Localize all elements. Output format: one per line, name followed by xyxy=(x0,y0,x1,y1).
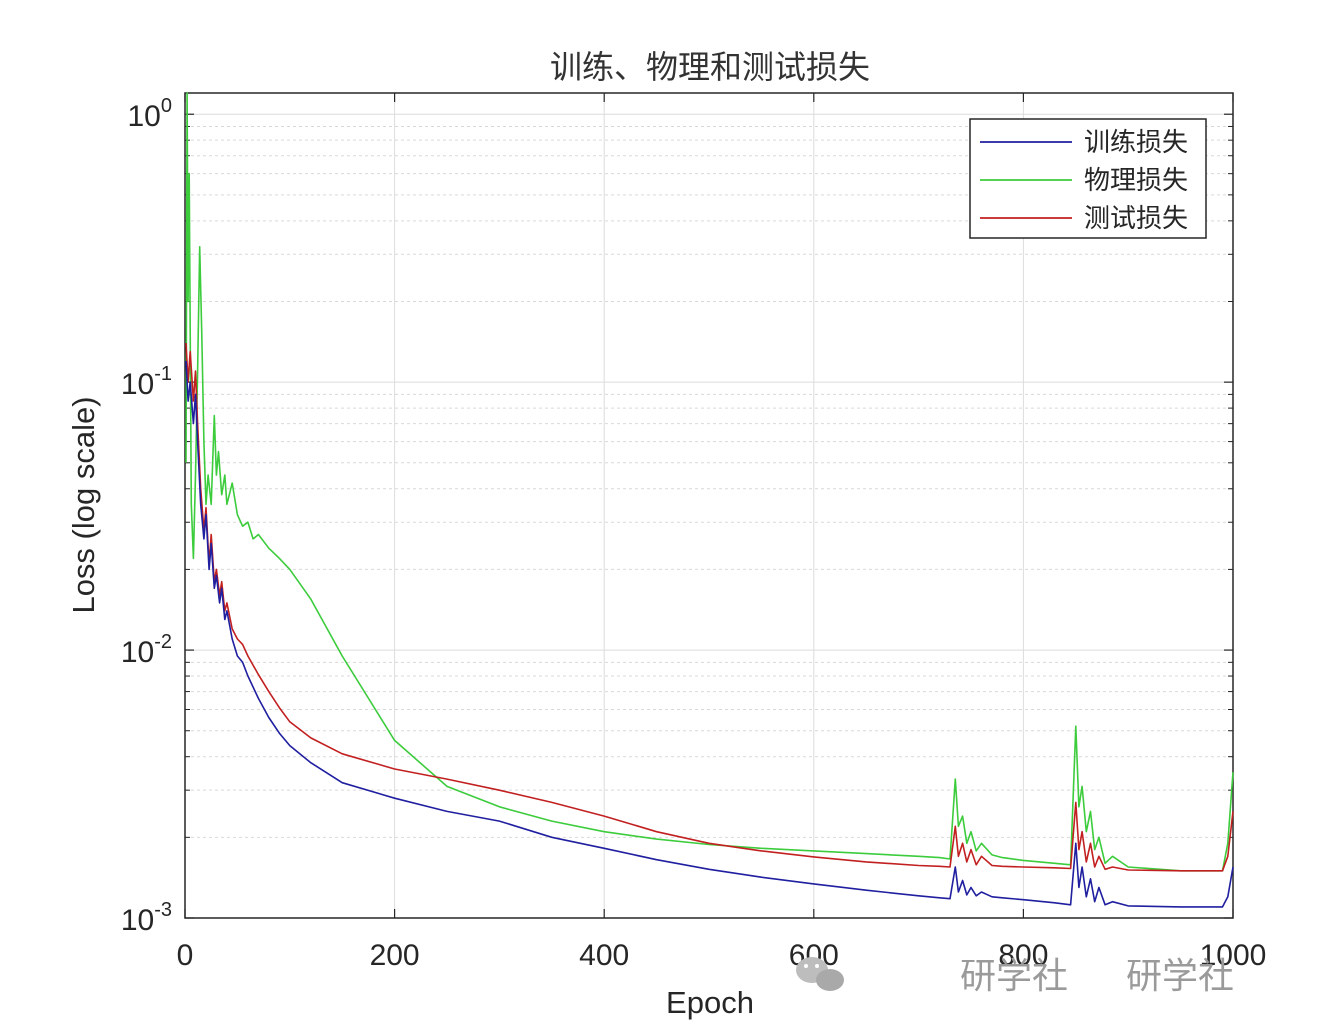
y-tick-label: 10-2 xyxy=(121,631,172,669)
legend-label: 训练损失 xyxy=(1084,128,1188,158)
watermark-text-left: 研学社 xyxy=(960,956,1068,997)
watermark-text-right: 研学社 xyxy=(1126,956,1234,997)
x-tick-label: 1000 xyxy=(1200,939,1267,972)
series-line-1 xyxy=(185,360,1234,908)
wechat-icon xyxy=(796,957,844,991)
watermark: 研学社 研学社 xyxy=(796,956,1234,997)
series-layer xyxy=(185,92,1234,908)
y-axis-label: Loss (log scale) xyxy=(66,396,101,613)
x-tick-label: 400 xyxy=(579,939,629,972)
x-axis-label: Epoch xyxy=(666,985,754,1020)
tick-marks xyxy=(184,93,1234,919)
y-tick-label: 100 xyxy=(128,95,173,133)
plot-frame xyxy=(184,92,1234,919)
y-tick-labels: 100 10-1 10-2 10-3 xyxy=(121,95,172,937)
legend-label: 测试损失 xyxy=(1084,204,1188,234)
y-tick-label: 10-1 xyxy=(121,363,172,401)
x-tick-label: 800 xyxy=(998,939,1048,972)
y-tick-label: 10-3 xyxy=(121,899,172,937)
x-tick-label: 200 xyxy=(370,939,420,972)
chart-title: 训练、物理和测试损失 xyxy=(550,48,870,86)
x-tick-label: 0 xyxy=(177,939,194,972)
series-line-2 xyxy=(185,92,1234,872)
minor-gridlines xyxy=(185,125,1233,838)
legend-label: 物理损失 xyxy=(1084,166,1188,196)
